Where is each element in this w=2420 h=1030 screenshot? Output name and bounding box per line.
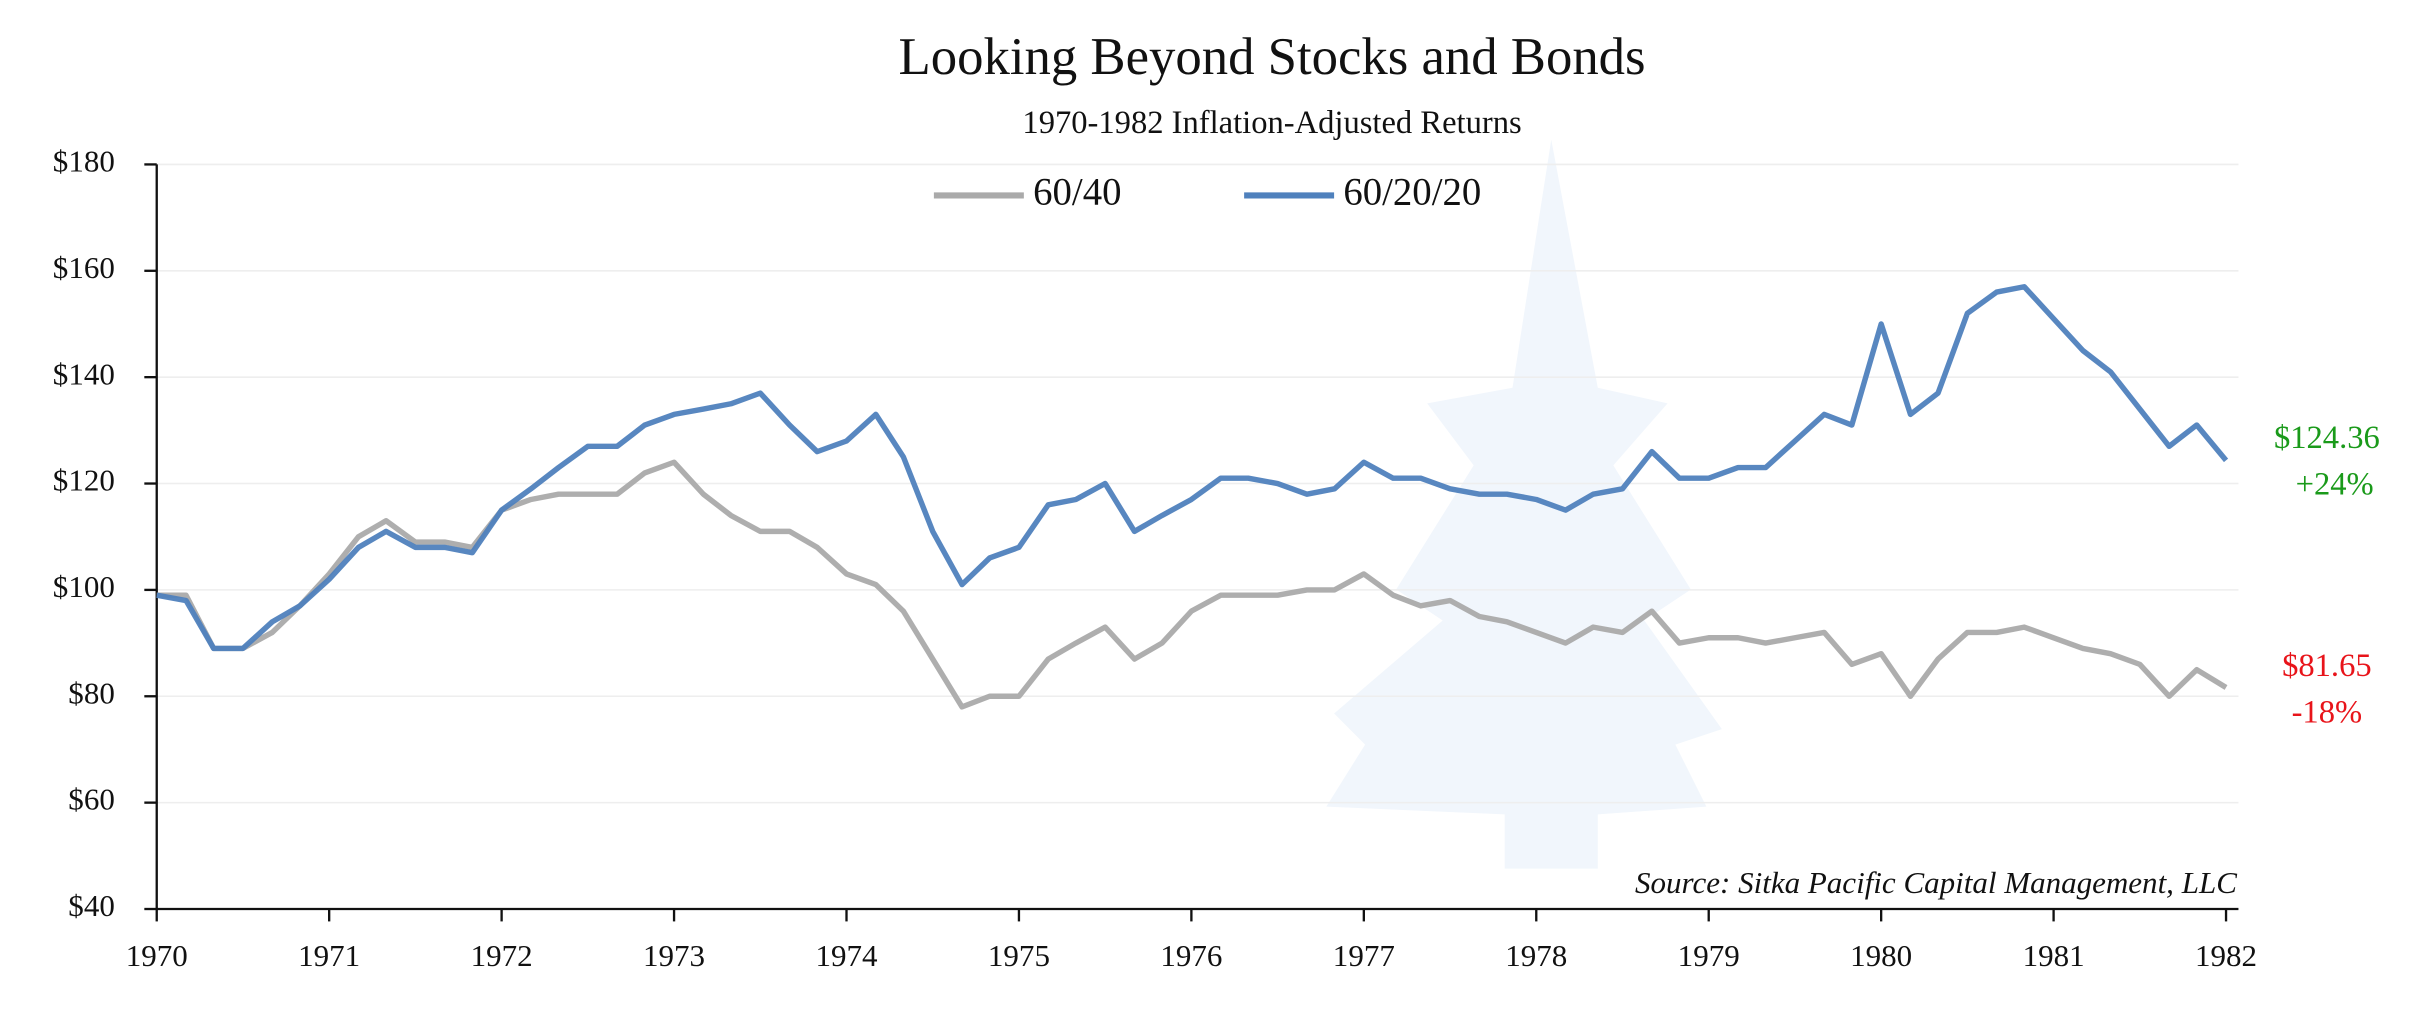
x-tick-label: 1981 — [2023, 938, 2085, 973]
y-tick-label: $160 — [53, 250, 115, 285]
x-tick-label: 1978 — [1505, 938, 1567, 973]
legend-label: 60/20/20 — [1343, 170, 1481, 213]
grid — [156, 163, 2239, 910]
watermark — [1326, 139, 1722, 869]
annotation: $81.65 — [2282, 648, 2372, 684]
x-tick-label: 1971 — [298, 938, 360, 973]
chart-title: Looking Beyond Stocks and Bonds — [899, 28, 1646, 86]
series-line — [156, 284, 2229, 652]
x-tick-label: 1973 — [643, 938, 705, 973]
x-tick-label: 1979 — [1678, 938, 1740, 973]
y-tick-label: $40 — [68, 888, 115, 923]
x-tick-label: 1975 — [988, 938, 1050, 973]
y-tick-label: $80 — [68, 675, 115, 710]
chart-subtitle: 1970-1982 Inflation-Adjusted Returns — [1022, 105, 1521, 141]
annotation: $124.36 — [2274, 420, 2380, 456]
y-tick-label: $140 — [53, 356, 115, 391]
x-tick-label: 1980 — [1850, 938, 1912, 973]
source-note: Source: Sitka Pacific Capital Management… — [1635, 865, 2237, 900]
y-tick-label: $120 — [53, 463, 115, 498]
y-tick-label: $100 — [53, 569, 115, 604]
y-tick-label: $60 — [68, 782, 115, 817]
x-tick-label: 1970 — [126, 938, 188, 973]
x-tick-label: 1972 — [471, 938, 533, 973]
annotation: +24% — [2296, 467, 2374, 503]
x-tick-label: 1976 — [1160, 938, 1222, 973]
x-tick-label: 1974 — [815, 938, 878, 973]
x-tick-label: 1977 — [1333, 938, 1395, 973]
y-tick-label: $180 — [53, 144, 115, 179]
x-tick-label: 1982 — [2195, 938, 2257, 973]
annotation: -18% — [2292, 695, 2363, 731]
legend-label: 60/40 — [1033, 170, 1121, 213]
